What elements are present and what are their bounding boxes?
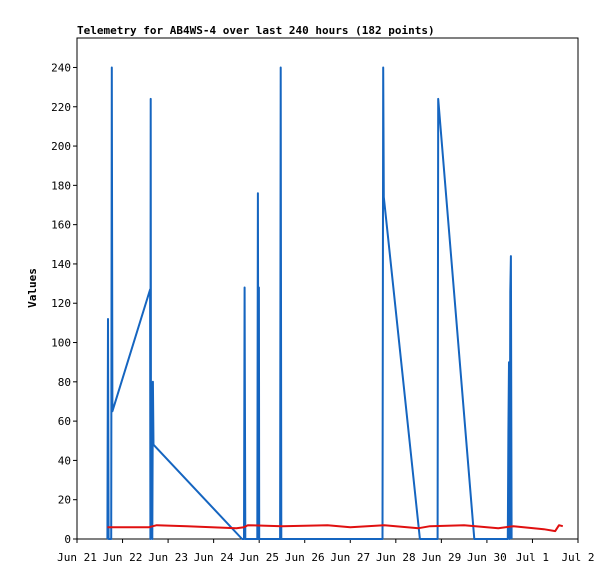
x-tick-label: Jun 21 <box>57 551 97 564</box>
x-tick-label: Jun 27 <box>330 551 370 564</box>
y-tick-label: 80 <box>58 376 71 389</box>
series-line-1 <box>106 66 513 540</box>
y-axis: 0 20 40 60 80 100 120 140 160 180 200 220 240 <box>51 61 77 546</box>
x-tick-label: Jun 29 <box>421 551 461 564</box>
y-axis-label: Values <box>26 268 39 308</box>
x-tick-label: Jun 23 <box>148 551 188 564</box>
x-tick-label: Jun 24 <box>194 551 234 564</box>
y-tick-label: 60 <box>58 415 71 428</box>
y-tick-label: 40 <box>58 454 71 467</box>
chart-title: Telemetry for AB4WS-4 over last 240 hour… <box>77 24 435 37</box>
y-tick-label: 200 <box>51 140 71 153</box>
y-tick-label: 20 <box>58 494 71 507</box>
x-tick-label: Jun 28 <box>376 551 416 564</box>
x-tick-label: Jun 25 <box>239 551 279 564</box>
y-tick-label: 0 <box>64 533 71 546</box>
series-line-2 <box>107 524 564 533</box>
y-tick-label: 240 <box>51 61 71 74</box>
y-tick-label: 180 <box>51 179 71 192</box>
x-tick-label: Jul 1 <box>516 551 549 564</box>
y-tick-label: 100 <box>51 337 71 350</box>
y-tick-label: 160 <box>51 219 71 232</box>
x-tick-label: Jun 22 <box>103 551 143 564</box>
x-axis: Jun 21 Jun 22 Jun 23 Jun 24 Jun 25 Jun 26 Jun … <box>57 539 595 564</box>
x-tick-label: Jun 26 <box>285 551 325 564</box>
x-tick-label: Jul 2 <box>561 551 594 564</box>
series-layer <box>106 66 564 540</box>
y-tick-label: 140 <box>51 258 71 271</box>
y-tick-label: 220 <box>51 101 71 114</box>
y-tick-label: 120 <box>51 297 71 310</box>
x-tick-label: Jun 30 <box>467 551 507 564</box>
